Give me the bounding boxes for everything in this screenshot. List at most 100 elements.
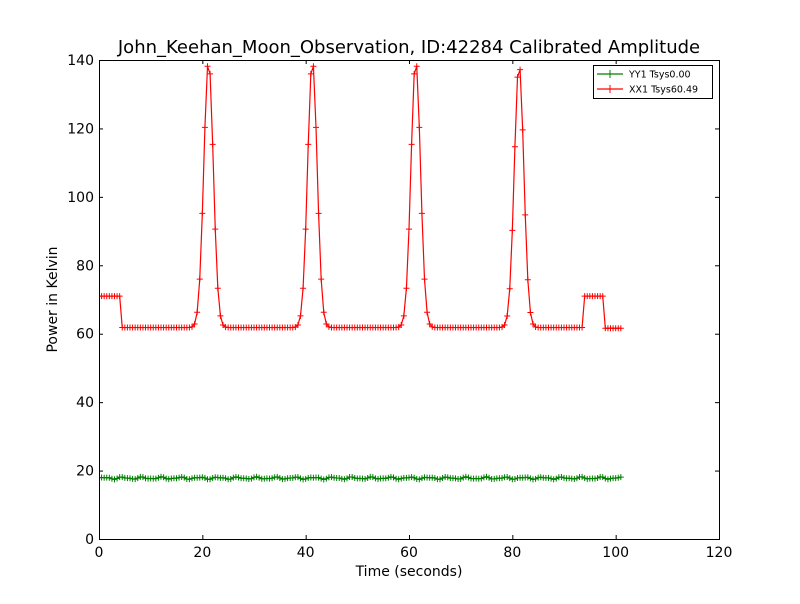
data-point-xx1 [318,276,325,283]
data-point-yy1 [550,476,557,483]
data-point-xx1 [530,321,536,328]
data-point-yy1 [362,475,369,482]
data-point-yy1 [506,475,513,482]
y-axis-label: Power in Kelvin [45,246,61,352]
data-point-yy1 [457,475,464,482]
data-point-yy1 [437,476,443,483]
data-point-yy1 [592,475,598,482]
data-point-yy1 [444,474,451,481]
data-point-yy1 [607,475,614,482]
data-point-yy1 [111,476,118,483]
data-point-xx1 [429,323,436,330]
data-point-xx1 [421,276,428,283]
data-point-xx1 [212,226,219,233]
data-point-xx1 [201,124,208,131]
data-point-xx1 [217,312,224,319]
data-point-yy1 [119,474,126,481]
data-point-xx1 [519,126,526,133]
data-point-yy1 [418,475,425,482]
data-point-xx1 [504,313,511,320]
y-tick-label: 140 [67,53,94,69]
data-point-yy1 [302,475,309,482]
data-point-yy1 [602,475,609,482]
data-point-xx1 [307,70,314,77]
y-tick-label: 60 [76,327,94,343]
data-point-yy1 [431,475,438,482]
data-point-yy1 [511,476,518,483]
data-point-yy1 [222,475,229,482]
data-point-yy1 [524,474,531,481]
data-point-xx1 [325,323,332,330]
data-point-xx1 [189,323,195,330]
data-point-yy1 [408,474,415,481]
data-point-yy1 [486,474,493,481]
data-point-yy1 [382,475,389,482]
data-point-yy1 [323,475,330,482]
data-point-yy1 [201,474,208,481]
data-point-yy1 [369,474,376,481]
data-point-yy1 [599,474,606,481]
data-point-yy1 [465,474,472,481]
data-point-xx1 [617,325,624,332]
data-point-xx1 [313,124,319,131]
data-point-xx1 [509,227,516,234]
data-point-yy1 [462,473,469,480]
data-point-yy1 [499,475,505,482]
data-point-yy1 [395,476,402,483]
legend-marker [606,70,614,78]
data-point-yy1 [256,474,263,481]
data-point-xx1 [320,309,327,316]
data-point-xx1 [305,141,312,148]
data-point-yy1 [276,474,283,481]
data-point-yy1 [478,475,485,482]
data-point-yy1 [545,474,552,481]
data-point-xx1 [532,323,539,330]
data-point-xx1 [501,322,508,329]
data-point-yy1 [232,473,239,480]
data-point-yy1 [594,474,601,481]
y-tick-label: 80 [76,258,94,274]
data-point-yy1 [152,475,159,482]
data-point-yy1 [108,475,115,482]
data-point-yy1 [269,475,276,482]
data-point-yy1 [385,474,392,481]
data-point-yy1 [480,474,487,481]
data-point-yy1 [235,474,242,481]
series-xx1 [99,63,624,332]
chart-title: John_Keehan_Moon_Observation, ID:42284 C… [117,37,700,58]
data-point-yy1 [114,475,121,482]
data-point-yy1 [604,476,611,483]
data-point-xx1 [214,285,221,292]
data-point-yy1 [318,475,325,482]
data-point-yy1 [315,474,322,481]
legend-marker [606,85,614,93]
x-tick-label: 0 [95,545,104,561]
data-point-yy1 [532,475,539,482]
data-point-yy1 [248,475,255,482]
data-point-yy1 [558,473,565,480]
data-point-yy1 [230,474,237,481]
data-point-yy1 [155,474,162,481]
data-point-yy1 [344,475,350,482]
data-point-xx1 [204,63,211,70]
data-point-xx1 [186,324,193,331]
data-point-yy1 [504,473,511,480]
series-yy1 [99,473,624,483]
data-point-xx1 [196,276,203,283]
data-point-xx1 [406,226,412,233]
y-tick-label: 100 [67,190,94,206]
data-point-xx1 [297,312,304,319]
data-point-xx1 [524,276,531,283]
data-point-xx1 [207,70,214,77]
data-point-yy1 [341,476,348,483]
data-point-xx1 [418,210,425,217]
data-point-yy1 [178,473,185,480]
data-point-yy1 [139,474,146,481]
data-point-xx1 [522,211,529,218]
data-point-yy1 [483,473,490,480]
data-point-yy1 [581,475,588,482]
data-point-yy1 [460,474,467,481]
data-point-yy1 [393,475,400,482]
x-tick-label: 80 [503,545,521,561]
